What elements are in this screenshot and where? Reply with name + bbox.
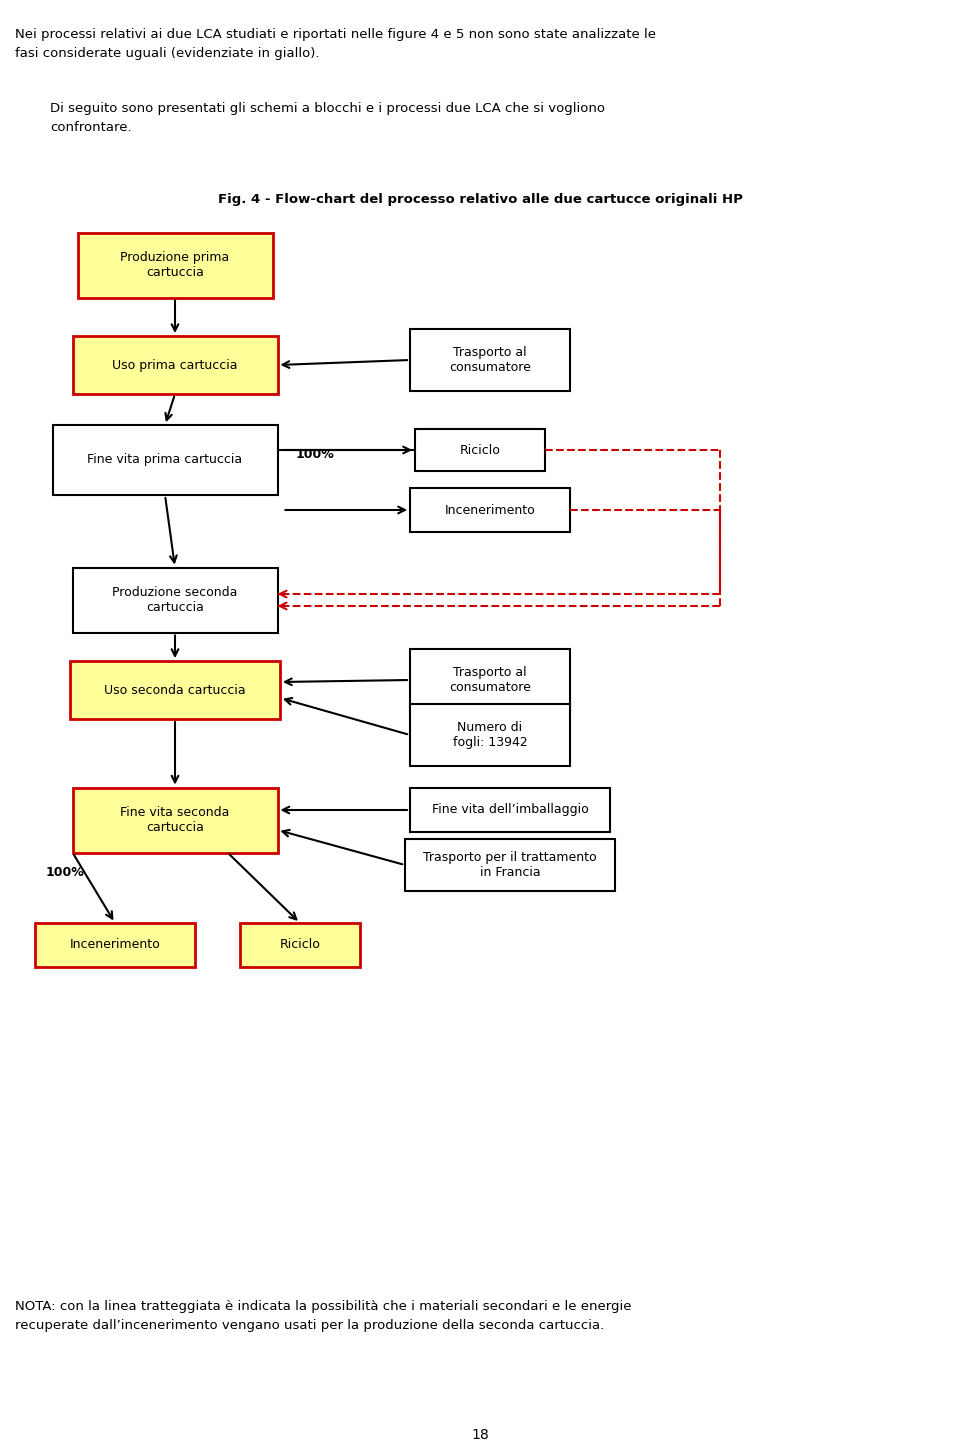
Text: Incenerimento: Incenerimento	[70, 938, 160, 952]
Text: NOTA: con la linea tratteggiata è indicata la possibilità che i materiali second: NOTA: con la linea tratteggiata è indica…	[15, 1299, 632, 1331]
Text: Produzione prima
cartuccia: Produzione prima cartuccia	[120, 252, 229, 279]
Text: Fig. 4 - Flow-chart del processo relativo alle due cartucce originali HP: Fig. 4 - Flow-chart del processo relativ…	[218, 194, 742, 207]
Text: Uso seconda cartuccia: Uso seconda cartuccia	[105, 684, 246, 697]
FancyBboxPatch shape	[410, 329, 570, 391]
Text: 18: 18	[471, 1427, 489, 1442]
Text: Riciclo: Riciclo	[460, 444, 500, 457]
FancyBboxPatch shape	[35, 922, 195, 968]
FancyBboxPatch shape	[240, 922, 360, 968]
Text: 100%: 100%	[296, 448, 334, 461]
FancyBboxPatch shape	[405, 840, 615, 890]
FancyBboxPatch shape	[410, 487, 570, 533]
FancyBboxPatch shape	[73, 567, 277, 633]
FancyBboxPatch shape	[53, 425, 277, 495]
FancyBboxPatch shape	[70, 661, 280, 719]
Text: Fine vita dell’imballaggio: Fine vita dell’imballaggio	[432, 803, 588, 816]
Text: Di seguito sono presentati gli schemi a blocchi e i processi due LCA che si vogl: Di seguito sono presentati gli schemi a …	[50, 102, 605, 134]
Text: Trasporto per il trattamento
in Francia: Trasporto per il trattamento in Francia	[423, 851, 597, 879]
Text: Incenerimento: Incenerimento	[444, 503, 536, 517]
FancyBboxPatch shape	[410, 789, 610, 832]
FancyBboxPatch shape	[410, 649, 570, 711]
FancyBboxPatch shape	[73, 787, 277, 853]
Text: Nei processi relativi ai due LCA studiati e riportati nelle figure 4 e 5 non son: Nei processi relativi ai due LCA studiat…	[15, 28, 656, 60]
FancyBboxPatch shape	[410, 704, 570, 765]
Text: Riciclo: Riciclo	[279, 938, 321, 952]
Text: 100%: 100%	[46, 866, 84, 879]
Text: Trasporto al
consumatore: Trasporto al consumatore	[449, 666, 531, 694]
FancyBboxPatch shape	[78, 233, 273, 297]
Text: Uso prima cartuccia: Uso prima cartuccia	[112, 358, 238, 371]
Text: Trasporto al
consumatore: Trasporto al consumatore	[449, 346, 531, 374]
FancyBboxPatch shape	[415, 429, 545, 471]
Text: Produzione seconda
cartuccia: Produzione seconda cartuccia	[112, 586, 238, 614]
Text: Fine vita seconda
cartuccia: Fine vita seconda cartuccia	[120, 806, 229, 834]
FancyBboxPatch shape	[73, 336, 277, 394]
Text: Numero di
fogli: 13942: Numero di fogli: 13942	[452, 722, 527, 749]
Text: Fine vita prima cartuccia: Fine vita prima cartuccia	[87, 454, 243, 467]
